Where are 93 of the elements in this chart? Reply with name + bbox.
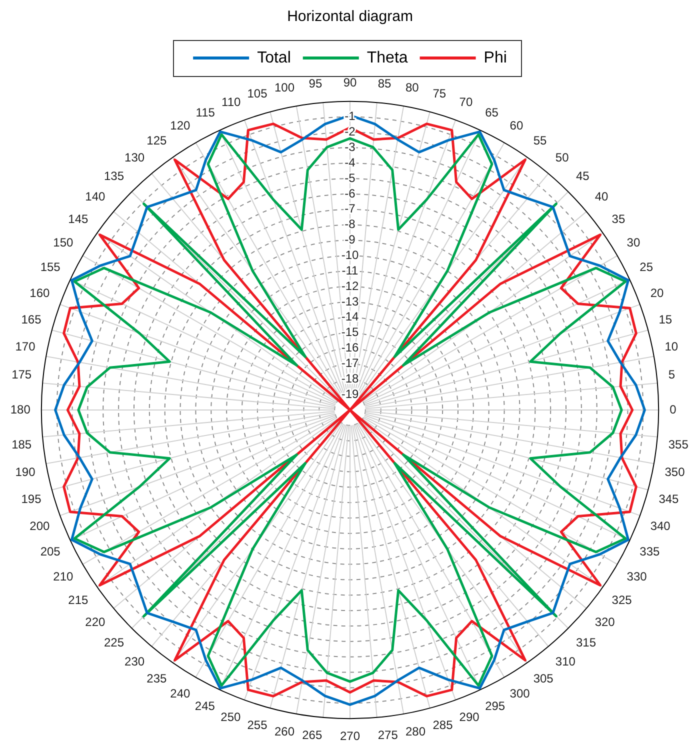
spoke-label: 95 xyxy=(308,76,322,91)
spoke-label: 10 xyxy=(664,340,678,354)
spoke-label: 5 xyxy=(668,367,676,382)
spoke-label: 15 xyxy=(658,312,672,326)
y-tick-label: -17 xyxy=(341,356,359,370)
spoke-label: 190 xyxy=(15,465,36,480)
spoke-label: 0 xyxy=(670,402,677,416)
spoke-label: 65 xyxy=(485,105,499,120)
spoke-label: 80 xyxy=(406,80,420,94)
spoke-label: 205 xyxy=(40,544,61,559)
spoke-label: 45 xyxy=(576,169,590,184)
spoke-label: 265 xyxy=(302,728,322,742)
y-tick-label: -4 xyxy=(344,155,356,170)
spoke-label: 295 xyxy=(485,699,506,714)
spoke-label: 35 xyxy=(612,212,626,226)
y-tick-label: -12 xyxy=(341,278,359,293)
spoke-label: 170 xyxy=(15,340,36,354)
spoke-label: 195 xyxy=(21,492,42,506)
y-tick-label: -18 xyxy=(341,371,359,386)
spoke-label: 130 xyxy=(124,150,145,164)
spoke-label: 40 xyxy=(594,190,608,204)
spoke-label: 335 xyxy=(640,544,660,559)
spoke-label: 20 xyxy=(650,286,664,300)
spoke-label: 160 xyxy=(30,286,50,300)
legend-label: Total xyxy=(257,49,291,66)
y-tick-label: -15 xyxy=(341,325,359,340)
spoke-label: 320 xyxy=(594,614,616,629)
spoke-label: 315 xyxy=(576,636,596,650)
spoke-label: 145 xyxy=(68,212,89,226)
spoke-label: 60 xyxy=(510,118,524,132)
spoke-label: 225 xyxy=(104,636,124,650)
spoke-label: 135 xyxy=(104,169,124,184)
legend-label: Phi xyxy=(484,49,507,66)
spoke-label: 235 xyxy=(146,671,167,686)
spoke-label: 185 xyxy=(12,437,32,452)
spoke-label: 285 xyxy=(432,718,454,732)
spoke-label: 180 xyxy=(10,402,31,416)
spoke-label: 325 xyxy=(612,592,632,607)
spoke-label: 230 xyxy=(124,654,145,668)
spoke-label: 25 xyxy=(640,260,654,274)
spoke-label: 70 xyxy=(459,94,473,109)
spoke-label: 255 xyxy=(247,718,268,732)
spoke-label: 310 xyxy=(555,654,576,668)
y-tick-label: -6 xyxy=(344,186,356,200)
spoke-label: 120 xyxy=(170,118,191,132)
y-tick-label: -7 xyxy=(344,202,356,216)
spoke-label: 155 xyxy=(40,260,61,274)
spoke-label: 210 xyxy=(53,569,74,584)
spoke-label: 270 xyxy=(340,729,360,744)
spoke-label: 355 xyxy=(668,437,689,452)
spoke-label: 240 xyxy=(170,686,191,700)
spoke-label: 110 xyxy=(222,94,242,109)
spoke-label: 140 xyxy=(85,190,106,204)
spoke-label: 30 xyxy=(626,235,640,250)
spoke-label: 125 xyxy=(146,133,167,148)
spoke-label: 75 xyxy=(432,86,446,100)
y-tick-label: -19 xyxy=(341,386,359,401)
spoke-label: 200 xyxy=(30,518,50,533)
spoke-label: 290 xyxy=(459,710,480,724)
y-tick-label: -10 xyxy=(341,248,359,262)
chart-title: Horizontal diagram xyxy=(287,8,413,26)
spoke-label: 115 xyxy=(196,105,216,120)
y-tick-label: -14 xyxy=(341,310,359,324)
spoke-label: 85 xyxy=(378,76,392,91)
spoke-label: 215 xyxy=(68,592,89,607)
spoke-label: 260 xyxy=(274,724,295,738)
spoke-label: 150 xyxy=(53,235,74,250)
spoke-label: 305 xyxy=(533,671,554,686)
spoke-label: 275 xyxy=(378,728,398,742)
y-tick-label: -9 xyxy=(344,232,356,247)
spoke-label: 245 xyxy=(194,699,216,714)
y-tick-label: -5 xyxy=(344,170,356,185)
spoke-label: 280 xyxy=(406,724,426,738)
y-tick-label: -3 xyxy=(344,140,356,154)
spoke-label: 90 xyxy=(343,76,357,90)
spoke-label: 345 xyxy=(658,492,680,506)
spoke-label: 55 xyxy=(533,133,547,148)
spoke-label: 330 xyxy=(626,569,648,584)
spoke-label: 175 xyxy=(12,367,32,382)
spoke-label: 250 xyxy=(220,710,242,724)
legend-label: Theta xyxy=(366,49,408,66)
spoke-label: 50 xyxy=(555,150,570,164)
spoke-label: 165 xyxy=(21,312,42,326)
y-tick-label: -13 xyxy=(341,294,359,308)
spoke-label: 220 xyxy=(85,614,106,629)
y-tick-label: -8 xyxy=(344,217,356,232)
spoke-label: 340 xyxy=(650,518,671,533)
spoke-label: 100 xyxy=(274,80,295,94)
spoke-label: 350 xyxy=(664,465,686,480)
spoke-label: 105 xyxy=(247,86,268,100)
y-tick-label: -11 xyxy=(342,263,359,278)
y-tick-label: -16 xyxy=(341,340,359,355)
spoke-label: 300 xyxy=(510,686,530,700)
